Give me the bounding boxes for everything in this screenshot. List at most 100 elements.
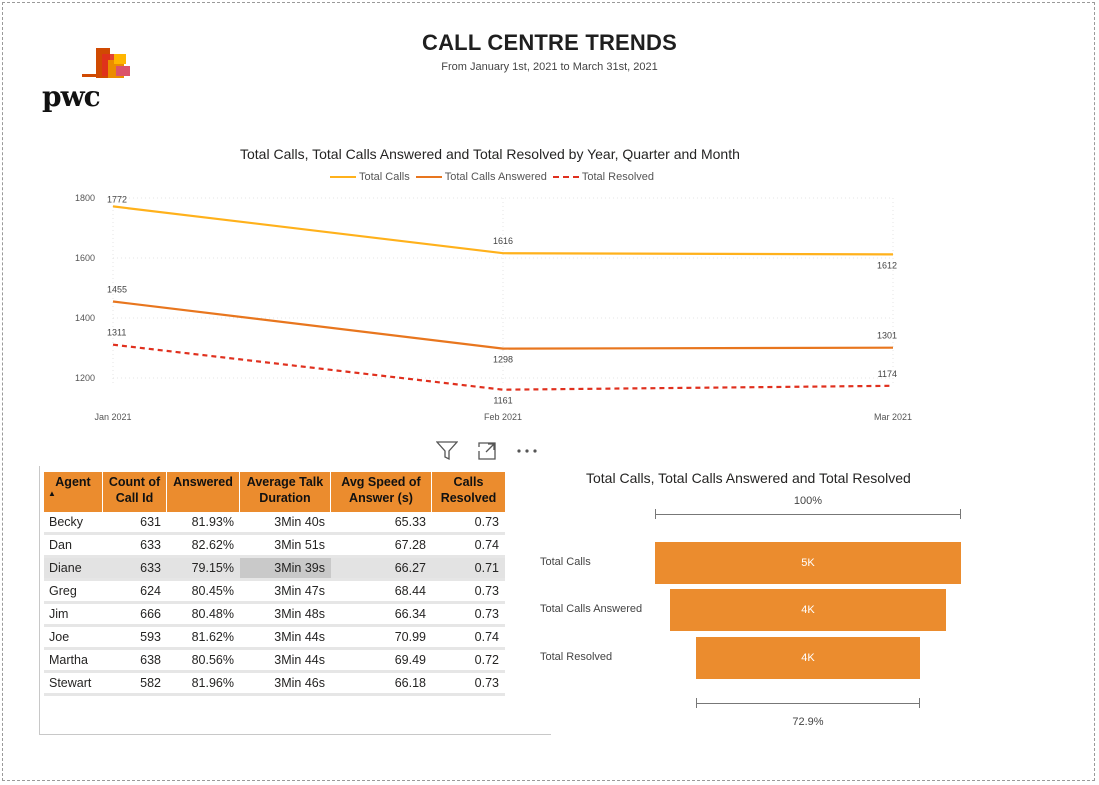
funnel-bar[interactable]: 5K bbox=[655, 542, 961, 584]
x-tick-label: Mar 2021 bbox=[874, 412, 912, 422]
agent-table: Agent ▲ Count of Call Id Answered Average… bbox=[44, 472, 505, 696]
table-row[interactable]: Jim 666 80.48% 3Min 48s 66.34 0.73 bbox=[44, 604, 505, 627]
count-cell[interactable]: 624 bbox=[103, 581, 167, 604]
count-cell[interactable]: 593 bbox=[103, 627, 167, 650]
pwc-logo-text: pwc bbox=[42, 80, 101, 113]
talk-duration-cell[interactable]: 3Min 39s bbox=[240, 558, 331, 581]
speed-of-answer-cell[interactable]: 70.99 bbox=[331, 627, 432, 650]
calls-resolved-cell[interactable]: 0.73 bbox=[432, 512, 505, 535]
calls-resolved-cell[interactable]: 0.74 bbox=[432, 535, 505, 558]
line-chart-legend[interactable]: Total Calls Total Calls Answered Total R… bbox=[330, 171, 654, 183]
talk-duration-cell[interactable]: 3Min 47s bbox=[240, 581, 331, 604]
answered-cell[interactable]: 81.62% bbox=[167, 627, 240, 650]
speed-of-answer-cell[interactable]: 66.18 bbox=[331, 673, 432, 696]
count-cell[interactable]: 631 bbox=[103, 512, 167, 535]
talk-duration-cell[interactable]: 3Min 40s bbox=[240, 512, 331, 535]
answered-cell[interactable]: 81.93% bbox=[167, 512, 240, 535]
data-label: 1612 bbox=[877, 260, 897, 270]
speed-of-answer-cell[interactable]: 66.34 bbox=[331, 604, 432, 627]
focus-mode-icon[interactable] bbox=[476, 440, 498, 462]
series-line-total-resolved bbox=[112, 343, 894, 391]
talk-duration-cell[interactable]: 3Min 44s bbox=[240, 627, 331, 650]
page-title: CALL CENTRE TRENDS bbox=[422, 30, 677, 55]
legend-item-total-calls[interactable]: Total Calls bbox=[330, 171, 410, 183]
count-cell[interactable]: 582 bbox=[103, 673, 167, 696]
speed-of-answer-cell[interactable]: 68.44 bbox=[331, 581, 432, 604]
count-cell[interactable]: 638 bbox=[103, 650, 167, 673]
table-row[interactable]: Joe 593 81.62% 3Min 44s 70.99 0.74 bbox=[44, 627, 505, 650]
x-tick-label: Feb 2021 bbox=[484, 412, 522, 422]
funnel-category-label: Total Resolved bbox=[540, 651, 613, 663]
funnel-category-label: Total Calls Answered bbox=[540, 603, 643, 615]
column-header-calls-resolved[interactable]: Calls Resolved bbox=[432, 472, 505, 512]
speed-of-answer-cell[interactable]: 65.33 bbox=[331, 512, 432, 535]
answered-cell[interactable]: 80.48% bbox=[167, 604, 240, 627]
speed-of-answer-cell[interactable]: 66.27 bbox=[331, 558, 432, 581]
answered-cell[interactable]: 80.56% bbox=[167, 650, 240, 673]
agent-cell[interactable]: Martha bbox=[44, 650, 103, 673]
answered-cell[interactable]: 79.15% bbox=[167, 558, 240, 581]
calls-resolved-cell[interactable]: 0.73 bbox=[432, 604, 505, 627]
agent-cell[interactable]: Stewart bbox=[44, 673, 103, 696]
funnel-bottom-percent: 72.9% bbox=[792, 716, 824, 728]
line-chart[interactable]: 1200 1400 1600 1800 Jan 2021 Feb 2021 Mar 2021… bbox=[0, 0, 1099, 440]
table-row[interactable]: Stewart 582 81.96% 3Min 46s 66.18 0.73 bbox=[44, 673, 505, 696]
talk-duration-cell[interactable]: 3Min 44s bbox=[240, 650, 331, 673]
filter-icon[interactable] bbox=[436, 440, 458, 462]
agent-cell[interactable]: Becky bbox=[44, 512, 103, 535]
table-row[interactable]: Greg 624 80.45% 3Min 47s 68.44 0.73 bbox=[44, 581, 505, 604]
series-line-total-calls-answered bbox=[112, 300, 894, 350]
more-options-icon[interactable] bbox=[516, 440, 538, 462]
x-tick-label: Jan 2021 bbox=[94, 412, 131, 422]
count-cell[interactable]: 666 bbox=[103, 604, 167, 627]
calls-resolved-cell[interactable]: 0.71 bbox=[432, 558, 505, 581]
agent-cell[interactable]: Dan bbox=[44, 535, 103, 558]
column-header-answered[interactable]: Answered bbox=[167, 472, 240, 512]
column-header-count-of-call-id[interactable]: Count of Call Id bbox=[103, 472, 167, 512]
column-header-average-talk-duration[interactable]: Average Talk Duration bbox=[240, 472, 331, 512]
table-header-row: Agent ▲ Count of Call Id Answered Average… bbox=[44, 472, 505, 512]
column-header-agent[interactable]: Agent ▲ bbox=[44, 472, 103, 512]
funnel-category-label: Total Calls bbox=[540, 556, 591, 568]
data-label: 1455 bbox=[107, 285, 127, 295]
funnel-top-bracket bbox=[655, 509, 961, 519]
funnel-bar[interactable]: 4K bbox=[669, 589, 947, 631]
speed-of-answer-cell[interactable]: 69.49 bbox=[331, 650, 432, 673]
table-row[interactable]: Martha 638 80.56% 3Min 44s 69.49 0.72 bbox=[44, 650, 505, 673]
talk-duration-cell[interactable]: 3Min 48s bbox=[240, 604, 331, 627]
legend-item-total-resolved[interactable]: Total Resolved bbox=[552, 171, 654, 183]
answered-cell[interactable]: 82.62% bbox=[167, 535, 240, 558]
count-cell[interactable]: 633 bbox=[103, 535, 167, 558]
legend-item-total-calls-answered[interactable]: Total Calls Answered bbox=[415, 171, 547, 183]
agent-cell[interactable]: Greg bbox=[44, 581, 103, 604]
data-label: 1616 bbox=[493, 236, 513, 246]
answered-cell[interactable]: 81.96% bbox=[167, 673, 240, 696]
table-row[interactable]: Becky 631 81.93% 3Min 40s 65.33 0.73 bbox=[44, 512, 505, 535]
table-row[interactable]: Diane 633 79.15% 3Min 39s 66.27 0.71 bbox=[44, 558, 505, 581]
table-row[interactable]: Dan 633 82.62% 3Min 51s 67.28 0.74 bbox=[44, 535, 505, 558]
data-label: 1772 bbox=[107, 194, 127, 204]
funnel-bar[interactable]: 4K bbox=[696, 637, 920, 679]
funnel-bottom-bracket bbox=[696, 698, 920, 708]
y-tick-label: 1800 bbox=[75, 193, 95, 203]
calls-resolved-cell[interactable]: 0.72 bbox=[432, 650, 505, 673]
calls-resolved-cell[interactable]: 0.73 bbox=[432, 673, 505, 696]
calls-resolved-cell[interactable]: 0.73 bbox=[432, 581, 505, 604]
count-cell[interactable]: 633 bbox=[103, 558, 167, 581]
speed-of-answer-cell[interactable]: 67.28 bbox=[331, 535, 432, 558]
talk-duration-cell[interactable]: 3Min 46s bbox=[240, 673, 331, 696]
answered-cell[interactable]: 80.45% bbox=[167, 581, 240, 604]
agent-cell[interactable]: Diane bbox=[44, 558, 103, 581]
agent-cell[interactable]: Joe bbox=[44, 627, 103, 650]
funnel-top-percent: 100% bbox=[793, 495, 823, 507]
agent-cell[interactable]: Jim bbox=[44, 604, 103, 627]
column-header-avg-speed-of-answer[interactable]: Avg Speed of Answer (s) bbox=[331, 472, 432, 512]
sort-ascending-icon[interactable]: ▲ bbox=[48, 489, 56, 498]
talk-duration-cell[interactable]: 3Min 51s bbox=[240, 535, 331, 558]
data-label: 1161 bbox=[493, 396, 512, 406]
data-label: 1311 bbox=[107, 328, 126, 338]
calls-resolved-cell[interactable]: 0.74 bbox=[432, 627, 505, 650]
agent-table-visual[interactable]: Agent ▲ Count of Call Id Answered Average… bbox=[39, 466, 551, 735]
y-tick-label: 1400 bbox=[75, 313, 95, 323]
